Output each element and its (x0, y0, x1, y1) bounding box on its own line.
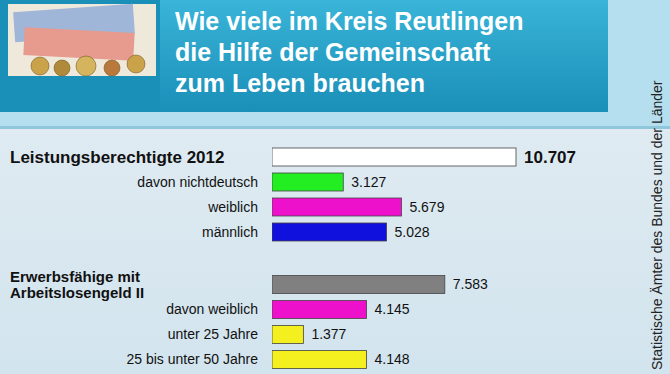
group-label-line: Arbeitslosengeld II (10, 284, 144, 301)
data-label: 4.148 (375, 351, 410, 367)
data-label: 5.679 (409, 199, 444, 215)
category-label: männlich (202, 224, 258, 240)
title-box (158, 0, 608, 112)
bar (272, 351, 367, 369)
group-label: Leistungsberechtigte 2012 (10, 148, 224, 167)
photo-frame (0, 0, 160, 112)
coin (76, 56, 96, 76)
banknote (23, 27, 134, 61)
source: Statistische Ämter des Bundes und der Lä… (649, 80, 665, 370)
group-label-line: Erwerbsfähige mit (10, 268, 140, 285)
banner-edge (0, 126, 670, 129)
title-line: zum Leben brauchen (175, 69, 425, 97)
chart-svg: Wie viele im Kreis Reutlingen die Hilfe d… (0, 0, 670, 374)
labels: 10.707 3.127 5.679 5.028 7.583 4.145 1.377 4.14… (10, 148, 576, 368)
data-label: 3.127 (351, 174, 386, 190)
bar (272, 276, 445, 294)
title-line: Wie viele im Kreis Reutlingen (175, 7, 524, 35)
category-label: davon weiblich (166, 301, 258, 317)
group-label: Erwerbsfähige mitArbeitslosengeld II (10, 268, 144, 301)
bar (272, 326, 303, 344)
coin (54, 60, 70, 76)
coin (31, 57, 49, 75)
data-label: 1.377 (311, 326, 346, 342)
bar (272, 148, 516, 166)
bar (272, 173, 343, 191)
data-label: 4.145 (374, 301, 409, 317)
coin (127, 55, 145, 73)
money-photo (8, 4, 156, 76)
photo-bg (8, 4, 156, 76)
data-label: 7.583 (453, 276, 488, 292)
background (0, 0, 670, 374)
bar (272, 198, 401, 216)
category-label: unter 25 Jahre (168, 326, 258, 342)
data-label: 10.707 (524, 148, 576, 167)
data-label: 5.028 (395, 224, 430, 240)
bar (272, 223, 387, 241)
banner (0, 0, 670, 128)
coin (104, 60, 120, 76)
title-line: die Hilfe der Gemeinschaft (175, 38, 491, 66)
bar (272, 301, 366, 319)
title: Wie viele im Kreis Reutlingen die Hilfe d… (175, 7, 524, 97)
bars (272, 148, 516, 369)
category-label: 25 bis unter 50 Jahre (126, 351, 258, 367)
group-label-line: Leistungsberechtigte 2012 (10, 148, 224, 167)
category-label: davon nichtdeutsch (137, 174, 258, 190)
category-label: weiblich (207, 199, 258, 215)
